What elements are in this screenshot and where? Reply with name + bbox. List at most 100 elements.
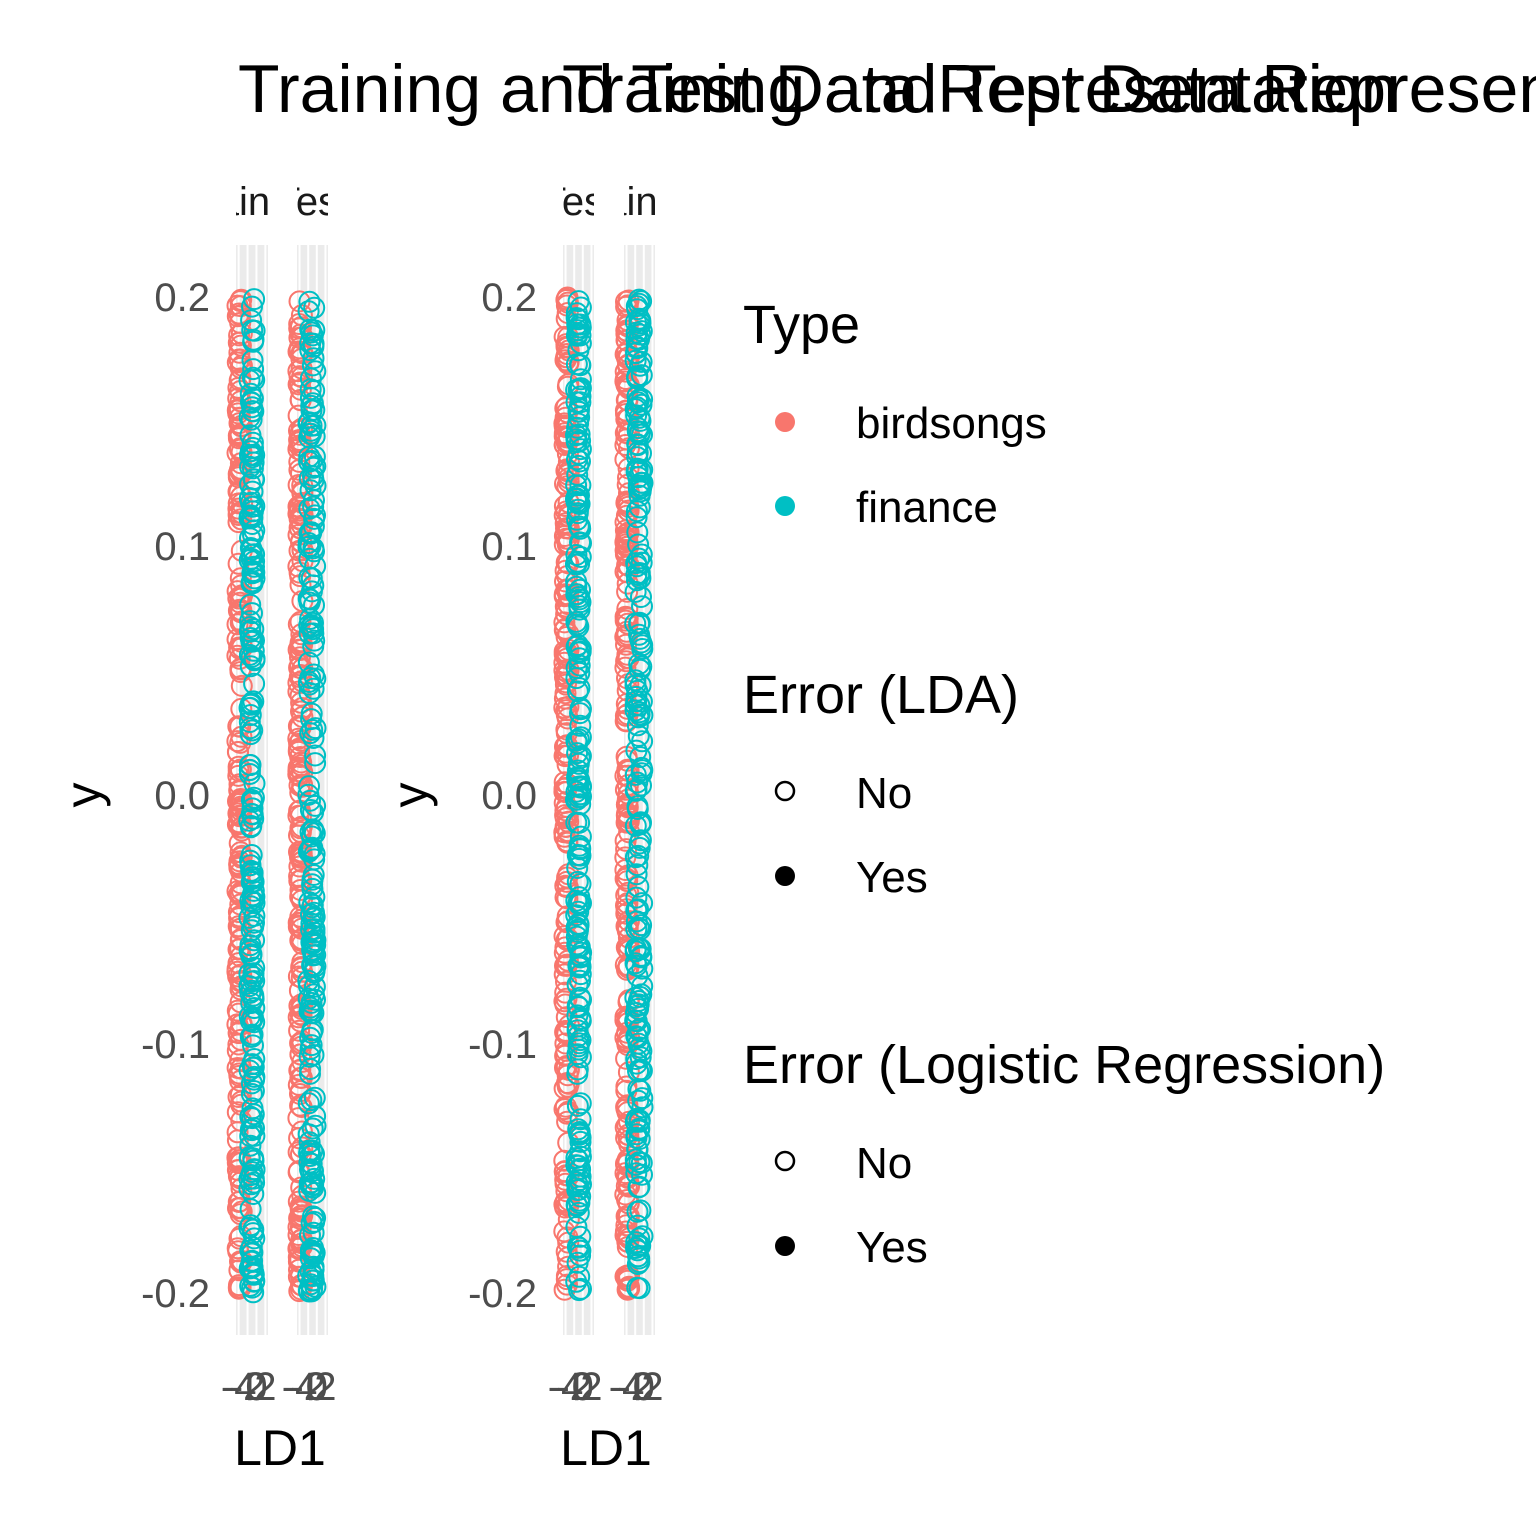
- data-point: [243, 495, 266, 518]
- data-point: [569, 1092, 592, 1115]
- data-point: [238, 711, 261, 733]
- data-point: [242, 1281, 265, 1304]
- data-point: [625, 506, 648, 529]
- data-point: [625, 863, 648, 886]
- data-point: [239, 1214, 262, 1237]
- data-point: [568, 1032, 591, 1055]
- data-point: [303, 975, 326, 998]
- data-point: [299, 837, 322, 860]
- data-point: [304, 744, 327, 767]
- y-tick-label: -0.1: [141, 1023, 210, 1067]
- data-point: [299, 1038, 322, 1060]
- data-point: [304, 504, 326, 527]
- data-point: [569, 1225, 592, 1248]
- data-point: [615, 1214, 638, 1237]
- data-point: [556, 1273, 578, 1296]
- data-point: [301, 1117, 324, 1140]
- data-point: [629, 1036, 651, 1059]
- data-point: [299, 1171, 322, 1194]
- data-point: [630, 586, 652, 608]
- data-point: [238, 809, 261, 832]
- data-point: [239, 849, 262, 872]
- data-point: [242, 915, 265, 938]
- data-point: [567, 918, 589, 941]
- data-point: [303, 843, 326, 865]
- data-point: [626, 366, 648, 389]
- data-point: [238, 1059, 261, 1082]
- data-point: [566, 973, 589, 996]
- data-point: [624, 1009, 647, 1032]
- data-point: [554, 804, 577, 827]
- data-point: [230, 674, 253, 697]
- data-point: [625, 1237, 647, 1259]
- data-point: [627, 1176, 650, 1199]
- y-tick-label: 0.0: [481, 774, 537, 818]
- data-point: [626, 1276, 649, 1299]
- data-point: [300, 399, 323, 422]
- data-point: [565, 889, 588, 912]
- data-point: [628, 611, 651, 634]
- data-point: [566, 1004, 589, 1027]
- data-point: [299, 479, 322, 502]
- data-point: [631, 1163, 653, 1186]
- x-tick-label: 0: [306, 1365, 328, 1409]
- data-point: [300, 521, 323, 544]
- data-point: [304, 667, 327, 690]
- data-point: [242, 328, 265, 351]
- x-axis-title: LD1: [560, 1420, 652, 1476]
- data-point: [300, 414, 323, 437]
- data-point: [238, 644, 261, 666]
- legend-label-logit-yes: Yes: [856, 1223, 928, 1272]
- data-point: [566, 1058, 589, 1081]
- data-point: [624, 986, 647, 1009]
- axes: -4-202 -4-2020.20.10.0-0.1-0.2yLD1-4-202-…: [55, 276, 664, 1476]
- data-point: [287, 495, 310, 518]
- data-point: [302, 495, 325, 518]
- x-axis-ticks: -4-202: [282, 1365, 337, 1409]
- data-point: [566, 508, 589, 531]
- data-point: [569, 324, 592, 347]
- data-point: [298, 682, 321, 704]
- data-point: [565, 1216, 588, 1238]
- data-point: [626, 1200, 649, 1223]
- data-point: [239, 390, 262, 413]
- data-point: [630, 290, 653, 313]
- data-point: [629, 811, 652, 834]
- data-point: [243, 1011, 266, 1034]
- x-axis-ticks: -4-202: [548, 1365, 603, 1409]
- data-point: [298, 1045, 321, 1068]
- data-point: [630, 690, 653, 713]
- data-point: [238, 549, 261, 572]
- data-point: [631, 1225, 654, 1248]
- data-point: [628, 328, 650, 351]
- data-point: [228, 647, 251, 670]
- data-point: [300, 1089, 323, 1112]
- x-tick-label: 0: [633, 1365, 655, 1409]
- data-point: [624, 1110, 647, 1133]
- data-point: [565, 1147, 588, 1169]
- data-point: [565, 788, 587, 811]
- data-point: [242, 1262, 264, 1285]
- data-point: [567, 615, 590, 638]
- legend-label-lda-yes: Yes: [856, 853, 928, 902]
- data-point: [630, 551, 653, 574]
- data-point: [301, 1264, 324, 1287]
- data-point: [568, 893, 591, 916]
- data-point: [239, 1134, 262, 1157]
- data-point: [567, 759, 589, 782]
- data-point: [240, 538, 263, 561]
- data-point: [298, 467, 321, 490]
- data-point: [301, 1277, 324, 1300]
- data-point: [291, 492, 314, 514]
- facet-panel: Test: [553, 180, 594, 1335]
- data-point: [304, 1181, 327, 1204]
- x-tick-label: 2: [580, 1365, 602, 1409]
- data-point: [298, 497, 321, 520]
- data-point: [625, 685, 648, 708]
- data-point: [569, 637, 592, 660]
- data-point: [624, 669, 647, 692]
- legend-label-finance: finance: [856, 483, 998, 532]
- data-point: [299, 608, 322, 630]
- data-point: [629, 409, 652, 432]
- legend-key-finance: [775, 496, 795, 516]
